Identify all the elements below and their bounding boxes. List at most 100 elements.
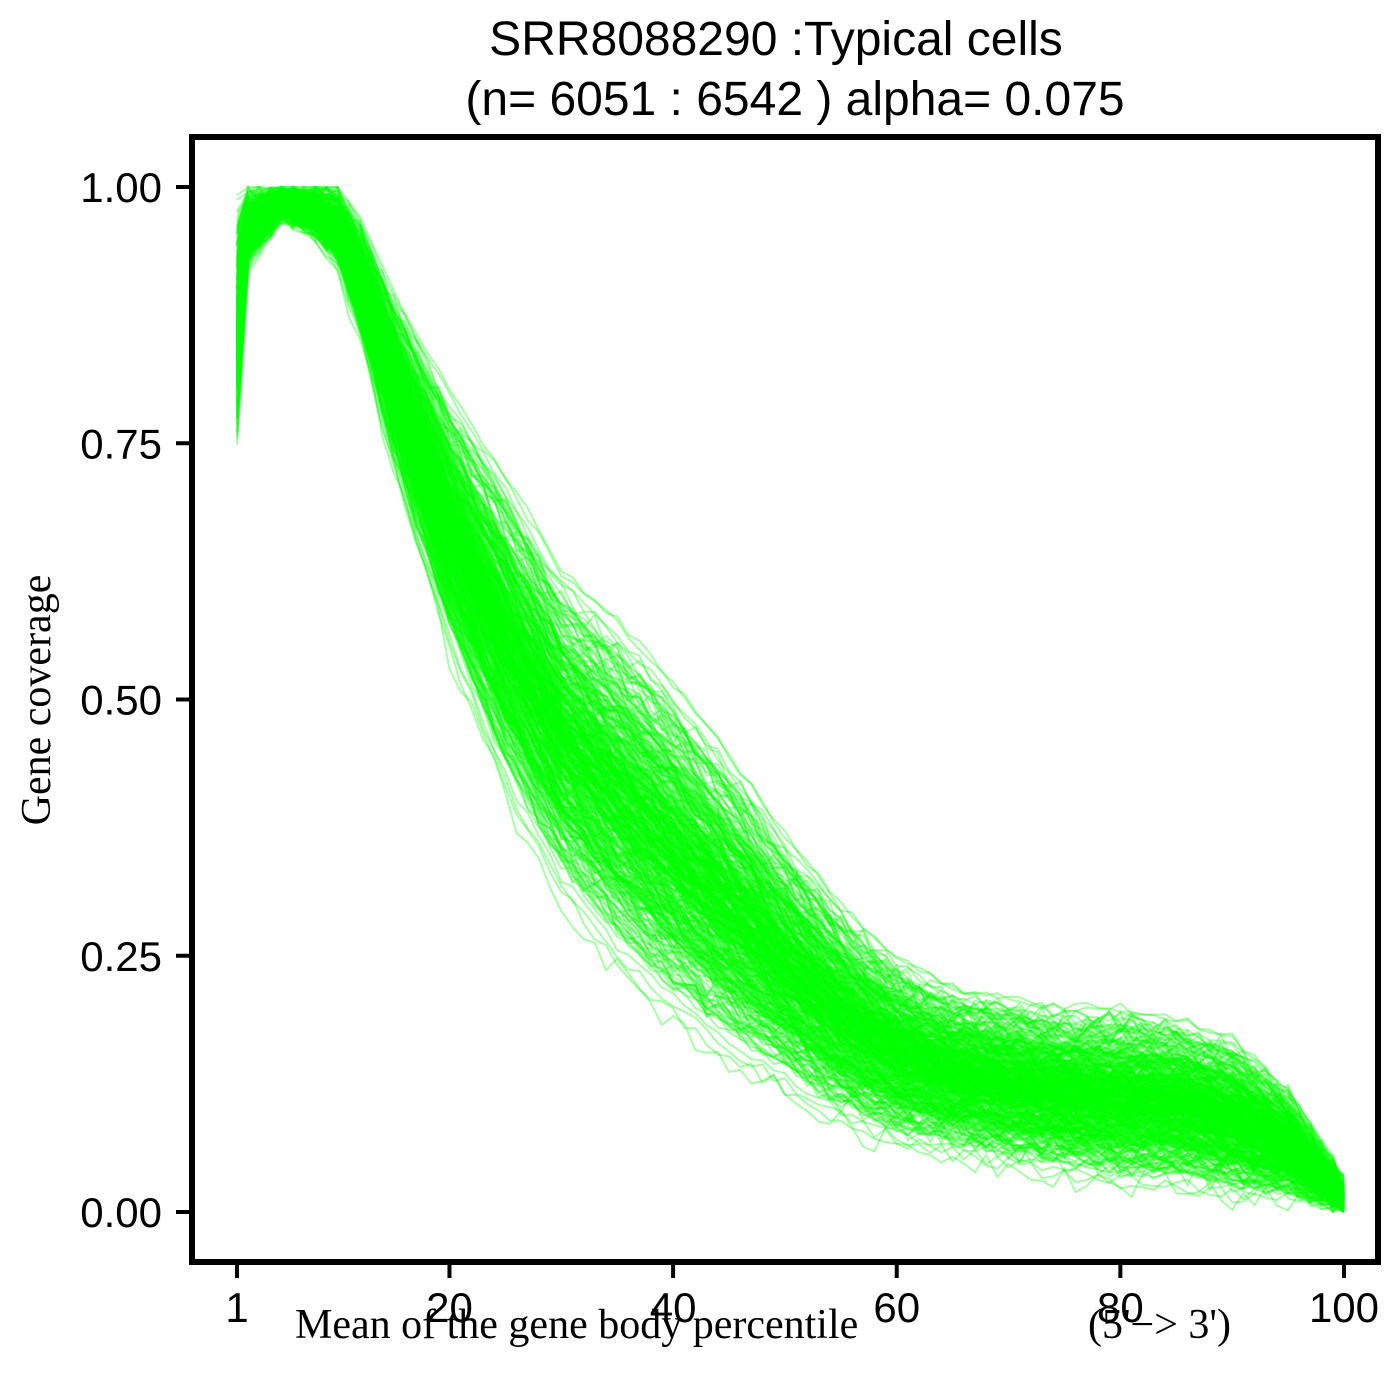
coverage-line — [236, 192, 1345, 1189]
coverage-line — [236, 197, 1345, 1201]
coverage-line — [236, 192, 1345, 1198]
coverage-line — [236, 197, 1345, 1198]
coverage-line — [236, 198, 1345, 1200]
coverage-line — [236, 202, 1345, 1198]
coverage-line — [236, 197, 1345, 1199]
coverage-line — [236, 201, 1345, 1202]
coverage-line — [236, 197, 1345, 1193]
coverage-line — [236, 185, 1345, 1178]
coverage-line — [236, 196, 1345, 1200]
coverage-line — [236, 189, 1345, 1203]
coverage-line — [236, 198, 1345, 1194]
coverage-line — [236, 210, 1345, 1200]
coverage-line — [236, 201, 1345, 1199]
coverage-line — [236, 197, 1345, 1195]
coverage-line — [236, 205, 1345, 1198]
coverage-line — [236, 189, 1345, 1200]
coverage-line — [236, 203, 1345, 1211]
coverage-line — [236, 207, 1345, 1190]
coverage-line — [236, 206, 1345, 1195]
coverage-line — [236, 188, 1345, 1191]
coverage-line — [236, 185, 1345, 1194]
coverage-line — [236, 201, 1345, 1203]
coverage-line — [236, 198, 1345, 1203]
coverage-line — [236, 188, 1345, 1206]
coverage-line — [236, 201, 1345, 1197]
coverage-line — [236, 197, 1345, 1189]
coverage-line — [236, 192, 1345, 1194]
coverage-line — [236, 203, 1345, 1206]
coverage-line — [236, 194, 1345, 1202]
coverage-line — [236, 191, 1345, 1192]
coverage-line — [236, 204, 1345, 1202]
coverage-line — [236, 195, 1345, 1187]
coverage-line — [236, 191, 1345, 1185]
coverage-line — [236, 208, 1345, 1202]
coverage-line — [236, 200, 1345, 1203]
coverage-line — [236, 208, 1345, 1205]
coverage-line — [236, 203, 1345, 1199]
coverage-line — [236, 187, 1345, 1201]
coverage-line — [236, 202, 1345, 1201]
coverage-line — [236, 195, 1345, 1208]
coverage-line — [236, 201, 1345, 1200]
coverage-line — [236, 200, 1345, 1204]
coverage-line — [236, 199, 1345, 1192]
coverage-line — [236, 214, 1345, 1211]
coverage-line — [236, 188, 1345, 1197]
coverage-line — [236, 188, 1345, 1208]
coverage-line — [236, 200, 1345, 1209]
coverage-line — [236, 213, 1345, 1206]
coverage-line — [236, 214, 1345, 1213]
coverage-line — [236, 208, 1345, 1200]
coverage-line — [236, 203, 1345, 1202]
coverage-line — [236, 199, 1345, 1188]
coverage-line — [236, 206, 1345, 1203]
coverage-line — [236, 192, 1345, 1204]
coverage-line — [236, 193, 1345, 1213]
coverage-line — [236, 193, 1345, 1206]
coverage-line — [236, 188, 1345, 1198]
coverage-line — [236, 200, 1345, 1199]
coverage-line — [236, 187, 1345, 1192]
coverage-line — [236, 185, 1345, 1194]
coverage-line — [236, 184, 1345, 1195]
coverage-line — [236, 197, 1345, 1190]
coverage-line — [236, 194, 1345, 1197]
coverage-line — [236, 185, 1345, 1199]
coverage-line — [236, 194, 1345, 1198]
coverage-line — [236, 203, 1345, 1208]
coverage-line — [236, 185, 1345, 1179]
coverage-line — [236, 197, 1345, 1199]
coverage-line — [236, 207, 1345, 1200]
coverage-line — [236, 193, 1345, 1202]
coverage-line — [236, 195, 1345, 1191]
coverage-line — [236, 193, 1345, 1199]
coverage-line — [236, 199, 1345, 1203]
coverage-line — [236, 202, 1345, 1205]
coverage-line — [236, 201, 1345, 1190]
coverage-line — [236, 194, 1345, 1205]
coverage-line — [236, 203, 1345, 1196]
coverage-line — [236, 201, 1345, 1210]
coverage-line — [236, 210, 1345, 1203]
x-tick-label: 1 — [225, 1284, 248, 1331]
coverage-line — [236, 201, 1345, 1199]
coverage-line — [236, 192, 1345, 1189]
coverage-line — [236, 185, 1345, 1201]
coverage-line — [236, 201, 1345, 1185]
coverage-line — [236, 196, 1345, 1204]
coverage-line — [236, 185, 1345, 1191]
coverage-line — [236, 207, 1345, 1213]
coverage-line — [236, 198, 1345, 1200]
coverage-line — [236, 194, 1345, 1195]
coverage-line — [236, 210, 1345, 1207]
coverage-line — [236, 206, 1345, 1213]
coverage-line — [236, 207, 1345, 1198]
coverage-line — [236, 209, 1345, 1208]
coverage-line — [236, 198, 1345, 1191]
coverage-line — [236, 201, 1345, 1192]
coverage-line — [236, 193, 1345, 1200]
coverage-line — [236, 199, 1345, 1195]
coverage-line — [236, 201, 1345, 1187]
